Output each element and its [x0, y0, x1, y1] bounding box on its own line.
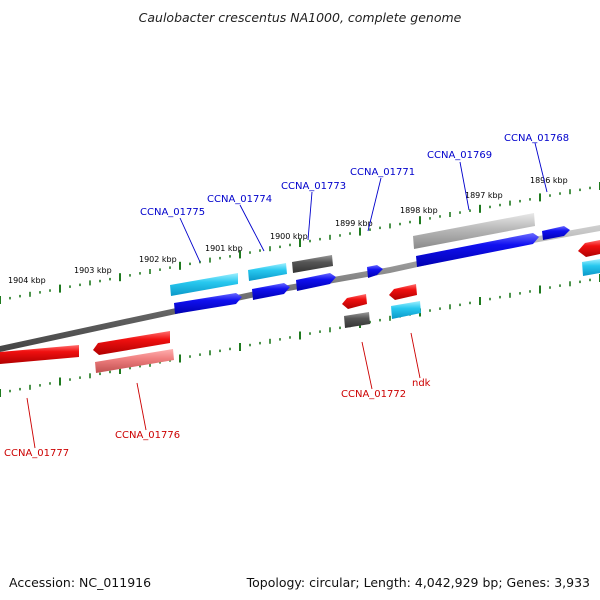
- scale-label: 1900 kbp: [270, 232, 308, 241]
- gene-feature: [391, 301, 421, 319]
- inner-scale-ring: [0, 274, 600, 397]
- accession-label: Accession: NC_011916: [9, 575, 152, 590]
- topology-label: Topology: circular; Length: 4,042,929 bp…: [246, 575, 590, 590]
- cds-track-outer: [170, 213, 535, 296]
- forward-gene-labels: CCNA_01775 CCNA_01774 CCNA_01773 CCNA_01…: [140, 133, 569, 218]
- gene-feature: [248, 263, 287, 281]
- scale-label: 1896 kbp: [530, 176, 568, 185]
- gene-label: ndk: [412, 378, 431, 389]
- gene-feature: [367, 265, 383, 278]
- gene-label: CCNA_01772: [341, 389, 406, 400]
- gene-feature: [93, 331, 170, 355]
- gene-label: CCNA_01771: [350, 167, 415, 178]
- scale-label: 1902 kbp: [139, 255, 177, 264]
- gene-feature: [344, 312, 370, 328]
- gene-label: CCNA_01774: [207, 194, 272, 205]
- forward-cds-track: [174, 226, 570, 314]
- scale-label: 1899 kbp: [335, 219, 373, 228]
- gene-label: CCNA_01777: [4, 448, 69, 459]
- scale-labels: 1904 kbp 1903 kbp 1902 kbp 1901 kbp 1900…: [8, 176, 568, 285]
- gene-feature: [174, 293, 242, 314]
- gene-feature: [342, 294, 367, 309]
- gene-feature: [578, 240, 600, 257]
- outer-scale-ring: [0, 182, 600, 304]
- gene-label: CCNA_01769: [427, 150, 492, 161]
- gene-feature: [0, 345, 79, 364]
- gene-feature: [292, 255, 333, 273]
- scale-label: 1901 kbp: [205, 244, 243, 253]
- gene-feature: [296, 273, 336, 291]
- gene-feature: [95, 349, 174, 373]
- reverse-label-leaders: [26, 332, 421, 449]
- gene-feature: [252, 283, 290, 300]
- scale-label: 1904 kbp: [8, 276, 46, 285]
- gene-feature: [413, 213, 535, 249]
- scale-label: 1898 kbp: [400, 206, 438, 215]
- gene-label: CCNA_01773: [281, 181, 346, 192]
- gene-feature: [170, 273, 238, 296]
- gene-label: CCNA_01776: [115, 430, 180, 441]
- gene-label: CCNA_01768: [504, 133, 569, 144]
- gene-label: CCNA_01775: [140, 207, 205, 218]
- map-title: Caulobacter crescentus NA1000, complete …: [138, 10, 462, 25]
- forward-label-leaders: [179, 142, 548, 263]
- gene-feature: [389, 284, 417, 300]
- reverse-cds-track: [0, 240, 600, 373]
- scale-label: 1897 kbp: [465, 191, 503, 200]
- gene-feature: [416, 233, 539, 267]
- gene-feature: [542, 226, 570, 240]
- scale-label: 1903 kbp: [74, 266, 112, 275]
- gene-feature: [582, 259, 600, 276]
- reverse-gene-labels: CCNA_01777 CCNA_01776 CCNA_01772 ndk: [4, 378, 431, 459]
